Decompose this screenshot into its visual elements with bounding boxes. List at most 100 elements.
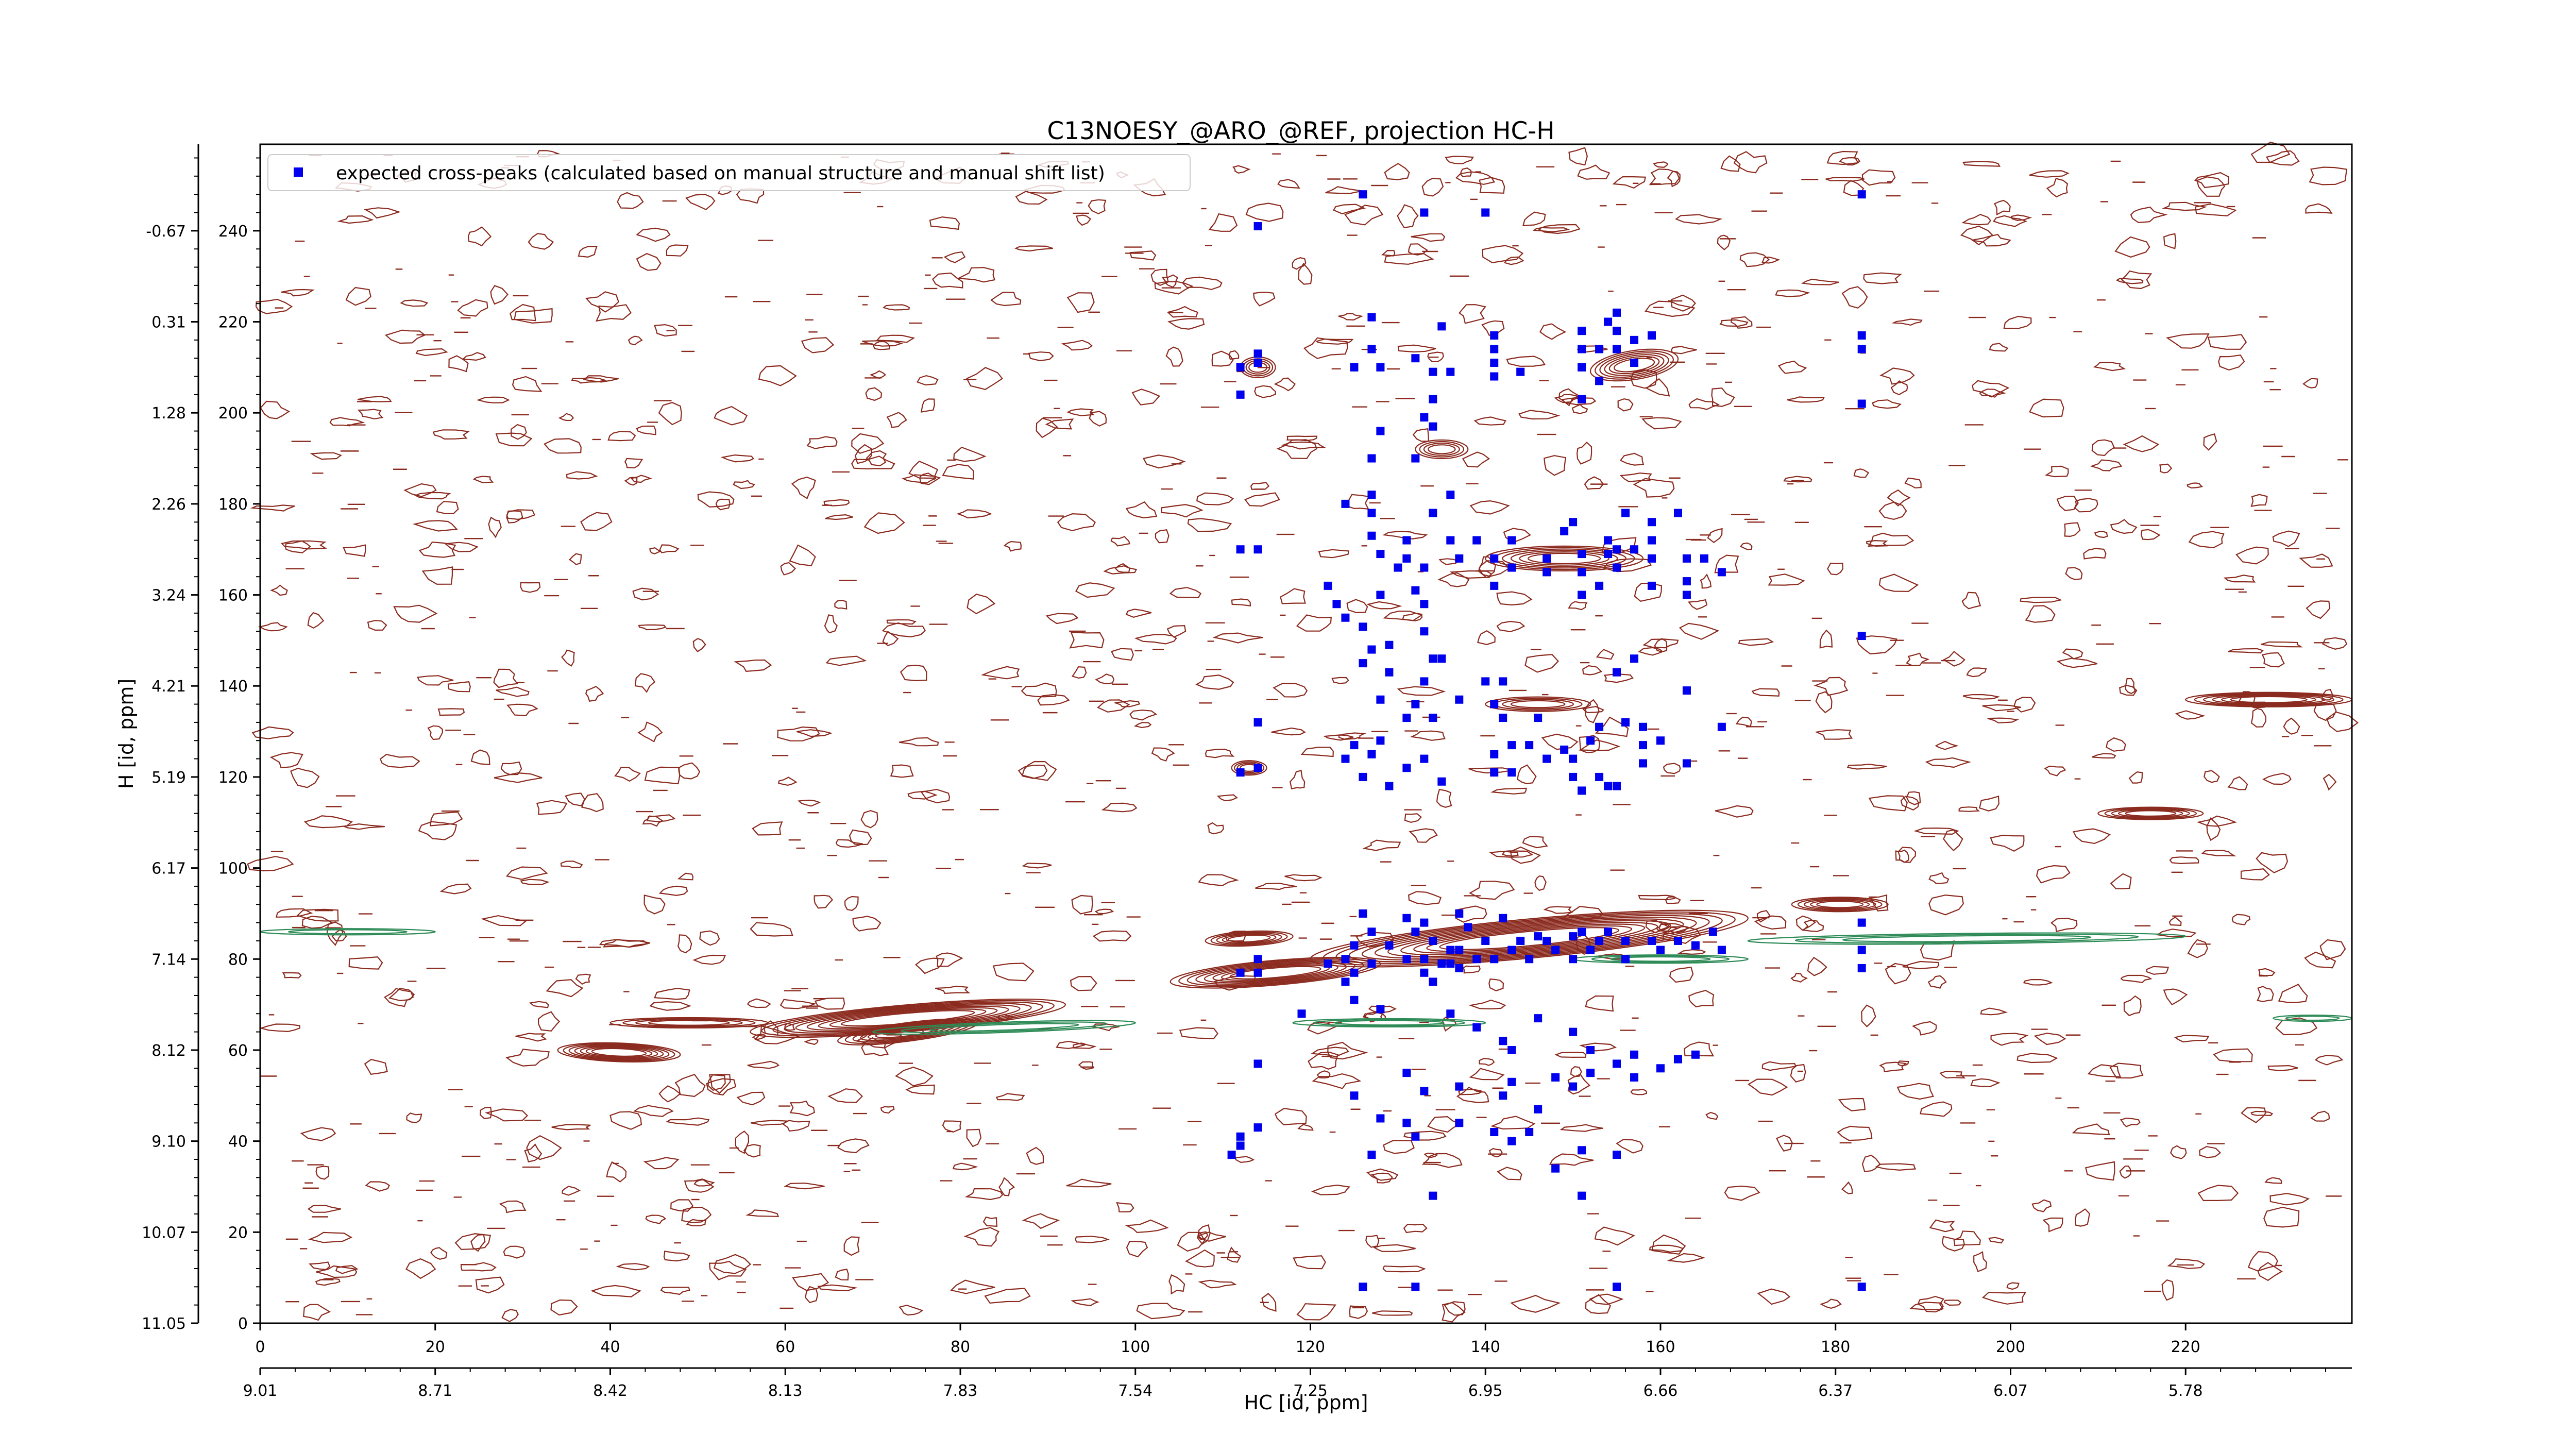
expected-cross-peak-marker bbox=[1516, 936, 1525, 945]
contour-noise bbox=[685, 194, 716, 210]
contour-noise bbox=[952, 1162, 978, 1171]
expected-cross-peak-marker bbox=[1543, 554, 1551, 563]
expected-cross-peak-marker bbox=[1420, 955, 1429, 964]
expected-cross-peak-marker bbox=[1857, 399, 1866, 408]
contour-noise bbox=[984, 1288, 1031, 1304]
expected-cross-peak-marker bbox=[1717, 722, 1726, 731]
contour-noise bbox=[1795, 915, 1816, 931]
contour-noise bbox=[1571, 403, 1588, 414]
contour-noise bbox=[1982, 704, 2021, 712]
contour-noise bbox=[1497, 1167, 1522, 1180]
expected-cross-peak-marker bbox=[1420, 627, 1429, 636]
contour-noise bbox=[882, 631, 899, 647]
ppm-y-tick-label: 1.28 bbox=[151, 404, 186, 423]
expected-cross-peak-marker bbox=[1656, 736, 1665, 745]
ppm-y-tick-label: 11.05 bbox=[142, 1315, 186, 1333]
contour-noise bbox=[1642, 638, 1679, 649]
expected-cross-peak-marker bbox=[1324, 959, 1332, 968]
contour-noise bbox=[303, 815, 353, 829]
negative-contour bbox=[1842, 935, 2092, 942]
expected-cross-peak-marker bbox=[1367, 927, 1376, 936]
expected-cross-peak-marker bbox=[1446, 959, 1455, 968]
contour-noise bbox=[520, 879, 550, 885]
contour-noise bbox=[686, 1219, 707, 1227]
contour-noise bbox=[2306, 600, 2331, 619]
contour-noise bbox=[1518, 410, 1561, 420]
expected-cross-peak-marker bbox=[1507, 741, 1516, 750]
contour-noise bbox=[1751, 688, 1780, 697]
contour-noise bbox=[490, 285, 509, 305]
contour-noise bbox=[709, 1074, 731, 1094]
expected-cross-peak-marker bbox=[1613, 1059, 1621, 1068]
ppm-x-tick-label: 9.01 bbox=[243, 1382, 278, 1400]
expected-cross-peak-marker bbox=[1578, 1146, 1586, 1155]
contour-noise bbox=[1802, 919, 1824, 932]
contour-noise bbox=[1110, 648, 1134, 661]
signal-contour bbox=[1439, 927, 1620, 950]
contour-noise bbox=[852, 916, 882, 932]
contour-noise bbox=[876, 334, 916, 343]
expected-cross-peak-marker bbox=[1490, 581, 1499, 590]
contour-noise bbox=[1298, 262, 1313, 285]
contour-noise bbox=[646, 814, 676, 822]
contour-noise bbox=[551, 1124, 591, 1131]
expected-cross-peak-marker bbox=[1682, 554, 1691, 563]
contour-noise bbox=[678, 762, 701, 780]
contour-noise bbox=[357, 409, 384, 420]
contour-noise bbox=[1582, 665, 1602, 676]
expected-cross-peak-marker bbox=[1341, 955, 1350, 964]
contour-noise bbox=[2264, 1177, 2282, 1184]
contour-noise bbox=[331, 929, 347, 942]
contour-noise bbox=[1311, 1184, 1351, 1195]
signal-contour bbox=[1810, 900, 1870, 909]
contour-noise bbox=[583, 375, 619, 383]
contour-noise bbox=[1807, 956, 1827, 976]
expected-cross-peak-marker bbox=[1227, 1151, 1236, 1159]
contour-noise bbox=[364, 1059, 388, 1075]
contour-noise bbox=[1612, 176, 1647, 189]
contour-noise bbox=[2093, 362, 2126, 372]
contour-noise bbox=[1688, 990, 1715, 1008]
contour-noise bbox=[660, 1287, 690, 1295]
contour-noise bbox=[2302, 378, 2318, 389]
expected-cross-peak-marker bbox=[1648, 331, 1656, 340]
contour-noise bbox=[2170, 1145, 2187, 1159]
contour-noise bbox=[462, 352, 486, 361]
contour-noise bbox=[1088, 199, 1107, 214]
expected-cross-peak-marker bbox=[1507, 946, 1516, 954]
contour-noise bbox=[501, 1309, 519, 1322]
signal-contour bbox=[1608, 356, 1660, 375]
signal-contour bbox=[2203, 693, 2335, 706]
contour-noise bbox=[780, 562, 796, 576]
expected-cross-peak-marker bbox=[1341, 499, 1350, 508]
expected-cross-peak-marker bbox=[1367, 454, 1376, 463]
contour-noise bbox=[1166, 306, 1198, 318]
contour-noise bbox=[1684, 1041, 1715, 1057]
contour-noise bbox=[2013, 697, 2036, 713]
expected-cross-peak-marker bbox=[1446, 491, 1455, 499]
contour-noise bbox=[1733, 151, 1768, 174]
expected-cross-peak-marker bbox=[1253, 359, 1262, 367]
expected-cross-peak-marker bbox=[1578, 1191, 1586, 1200]
contour-noise bbox=[733, 480, 755, 490]
contour-noise bbox=[1346, 599, 1368, 614]
contour-noise bbox=[2196, 176, 2226, 197]
contour-noise bbox=[900, 664, 927, 682]
contour-noise bbox=[1036, 417, 1058, 438]
contour-layer bbox=[247, 141, 2359, 1323]
contour-noise bbox=[636, 227, 671, 242]
signal-contour bbox=[1227, 934, 1271, 943]
contour-noise bbox=[1479, 1058, 1495, 1066]
contour-noise bbox=[1133, 722, 1152, 729]
contour-noise bbox=[2195, 203, 2237, 217]
contour-noise bbox=[1856, 635, 1897, 655]
contour-noise bbox=[2278, 984, 2308, 1003]
contour-noise bbox=[843, 1236, 860, 1256]
contour-noise bbox=[2123, 995, 2142, 1017]
contour-noise bbox=[1841, 286, 1868, 309]
contour-noise bbox=[343, 544, 366, 557]
contour-noise bbox=[825, 655, 867, 666]
contour-noise bbox=[437, 708, 465, 716]
contour-noise bbox=[2036, 865, 2071, 884]
expected-cross-peak-marker bbox=[1700, 554, 1708, 563]
